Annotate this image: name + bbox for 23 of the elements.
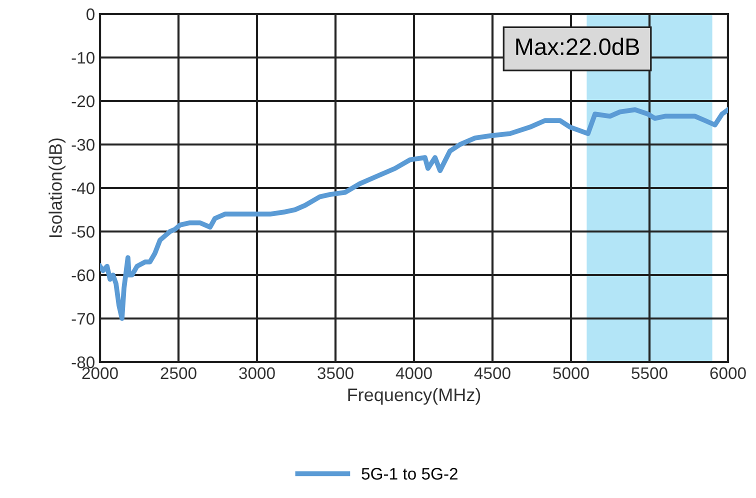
x-tick-label: 4500 <box>474 367 510 380</box>
y-tick-label: -40 <box>72 182 94 194</box>
x-tick-label: 2000 <box>82 367 118 380</box>
x-tick-label: 4000 <box>396 367 432 380</box>
legend-label: 5G-1 to 5G-2 <box>362 468 458 480</box>
x-tick-label: 3000 <box>239 367 275 380</box>
y-tick-label: -70 <box>72 312 94 325</box>
y-tick-label: -10 <box>72 52 94 64</box>
y-tick-label: 0 <box>86 8 94 20</box>
x-tick-label: 2500 <box>160 367 196 380</box>
line-series <box>100 107 728 321</box>
x-axis-title: Frequency(MHz) <box>348 388 480 405</box>
x-tick-label: 5500 <box>632 367 668 380</box>
x-tick-label: 6000 <box>710 367 746 380</box>
x-tick-label: 3500 <box>318 367 354 380</box>
y-tick-label: -50 <box>72 226 94 238</box>
y-tick-label: -60 <box>72 269 94 282</box>
annotation: Max:22.0dB <box>516 38 640 56</box>
x-tick-label: 5000 <box>553 367 589 380</box>
y-tick-label: -30 <box>72 138 94 151</box>
y-tick-label: -80 <box>72 356 94 368</box>
y-tick-label: -20 <box>72 95 94 108</box>
y-axis-title: Isolation(dB) <box>48 138 66 238</box>
